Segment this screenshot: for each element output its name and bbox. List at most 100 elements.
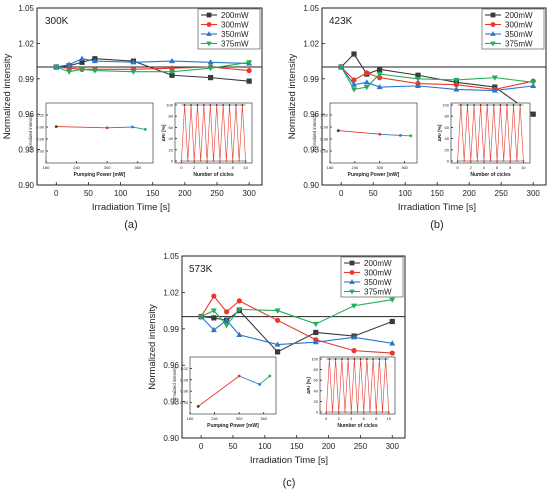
legend-marker bbox=[206, 22, 212, 27]
inset-power-segment bbox=[197, 375, 240, 407]
inset-x-axis-label: Number of cicles bbox=[470, 172, 511, 178]
inset-x-tick-label: 10 bbox=[387, 416, 392, 421]
data-point-200mW bbox=[313, 329, 319, 336]
data-point-300mW bbox=[236, 298, 242, 304]
inset-cycles-point bbox=[199, 160, 202, 162]
inset-cycles-point bbox=[486, 104, 489, 106]
inset-frame bbox=[329, 102, 418, 164]
panel-label: (b) bbox=[430, 219, 443, 231]
data-point-300mW bbox=[453, 82, 459, 88]
data-point-375mW bbox=[491, 75, 498, 81]
data-point-350mW bbox=[79, 55, 85, 61]
data-point-350mW bbox=[207, 59, 214, 65]
inset-y-tick-label: 0.93 bbox=[36, 149, 45, 154]
inset-frame bbox=[189, 356, 277, 415]
inset-y-axis-label: Normalized intensity bbox=[312, 113, 317, 152]
inset-y-tick-label: 100 bbox=[166, 103, 173, 108]
data-point-200mW bbox=[415, 72, 421, 78]
inset-cycles-point bbox=[228, 104, 231, 106]
inset-y-tick-label: 0.99 bbox=[180, 377, 189, 382]
inset-y-tick-label: 0.93 bbox=[180, 400, 189, 405]
data-point-375mW bbox=[246, 60, 253, 66]
inset-x-tick-label: 8 bbox=[509, 165, 512, 170]
y-tick-label: 1.02 bbox=[303, 39, 319, 48]
inset-x-tick-label: 240 bbox=[211, 416, 218, 421]
inset-cycles-point bbox=[492, 104, 495, 106]
series-line-350mW bbox=[200, 316, 393, 346]
legend-marker bbox=[206, 31, 212, 36]
inset-frame bbox=[319, 356, 396, 415]
legend-label: 350mW bbox=[364, 278, 392, 287]
x-tick-label: 0 bbox=[339, 189, 344, 198]
inset-power-point bbox=[237, 374, 241, 378]
inset-x-tick-label: 180 bbox=[327, 165, 334, 170]
inset-x-tick-label: 180 bbox=[43, 165, 50, 170]
inset-y-tick-label: 80 bbox=[314, 367, 319, 372]
inset-power-point bbox=[196, 405, 200, 408]
inset-y-tick-label: 60 bbox=[314, 378, 319, 383]
panel-c: 0 50 100 150 200 250 3000.900.930.960.991.021.… bbox=[147, 252, 406, 489]
inset-cycles-point bbox=[369, 411, 371, 413]
inset-y-tick-label: 40 bbox=[169, 136, 174, 141]
inset-x-tick-label: 360 bbox=[401, 165, 408, 170]
inset-cycles-point bbox=[190, 104, 192, 106]
inset-x-axis-label: Pumping Power [mW] bbox=[74, 172, 126, 178]
data-point-350mW bbox=[236, 331, 243, 337]
data-point-375mW bbox=[66, 69, 73, 75]
inset-x-tick-label: 180 bbox=[187, 416, 194, 421]
data-point-200mW bbox=[169, 72, 175, 78]
temperature-label: 300K bbox=[45, 16, 69, 27]
inset-cycles-point bbox=[479, 104, 482, 106]
inset-y-axis-label: ΔRr [%] bbox=[161, 124, 166, 141]
legend-label: 300mW bbox=[364, 269, 392, 278]
inset-x-tick-label: 0 bbox=[180, 165, 183, 170]
inset-power-point bbox=[131, 125, 135, 129]
inset-power-point bbox=[54, 125, 58, 128]
data-point-300mW bbox=[351, 348, 357, 354]
data-point-300mW bbox=[377, 75, 383, 81]
plot-frame bbox=[36, 7, 263, 186]
x-tick-label: 50 bbox=[369, 189, 378, 198]
data-point-375mW bbox=[53, 64, 60, 71]
data-point-375mW bbox=[376, 72, 383, 78]
inset-y-axis-label: Normalized intensity bbox=[28, 113, 33, 152]
inset-y-tick-label: 40 bbox=[314, 388, 319, 393]
temperature-label: 573K bbox=[189, 264, 213, 275]
data-point-350mW bbox=[66, 61, 73, 67]
x-axis-label: Irradiation Time [s] bbox=[250, 455, 328, 466]
inset-x-tick-label: 0 bbox=[456, 165, 459, 170]
panel-a: 0 50 100 150 200 250 3000.900.930.960.991.021.… bbox=[2, 4, 263, 231]
legend-marker bbox=[349, 260, 355, 266]
inset-cycles-point bbox=[509, 160, 512, 162]
inset-cycles-point bbox=[337, 411, 340, 413]
inset-cycles-point bbox=[372, 358, 375, 360]
inset-power-segment bbox=[259, 375, 271, 385]
inset-cycles-point bbox=[353, 358, 356, 360]
series-line-300mW bbox=[200, 295, 393, 354]
inset-power-point bbox=[143, 127, 147, 131]
y-tick-label: 1.02 bbox=[163, 288, 179, 297]
data-point-300mW bbox=[351, 77, 357, 83]
data-point-350mW bbox=[363, 79, 370, 85]
data-point-375mW bbox=[338, 64, 345, 71]
data-point-300mW bbox=[389, 350, 395, 356]
inset-y-tick-label: 100 bbox=[442, 103, 449, 108]
data-point-200mW bbox=[79, 59, 85, 65]
inset-cycles-point bbox=[476, 160, 479, 162]
x-tick-label: 150 bbox=[431, 189, 445, 198]
y-tick-label: 0.96 bbox=[163, 361, 179, 370]
data-point-375mW bbox=[274, 308, 281, 314]
inset-x-tick-label: 6 bbox=[496, 165, 499, 170]
inset-x-axis-label: Number of cicles bbox=[337, 423, 378, 429]
inset-cycles-point bbox=[241, 104, 244, 106]
inset-power-point bbox=[258, 382, 262, 386]
data-point-375mW bbox=[130, 69, 137, 75]
inset-power-point bbox=[409, 134, 413, 138]
y-tick-label: 0.90 bbox=[18, 181, 34, 190]
series-line-350mW bbox=[56, 58, 250, 68]
data-point-300mW bbox=[274, 317, 281, 323]
data-point-200mW bbox=[207, 75, 214, 81]
inset-x-tick-label: 10 bbox=[243, 165, 248, 170]
inset-cycles-point bbox=[180, 160, 183, 162]
